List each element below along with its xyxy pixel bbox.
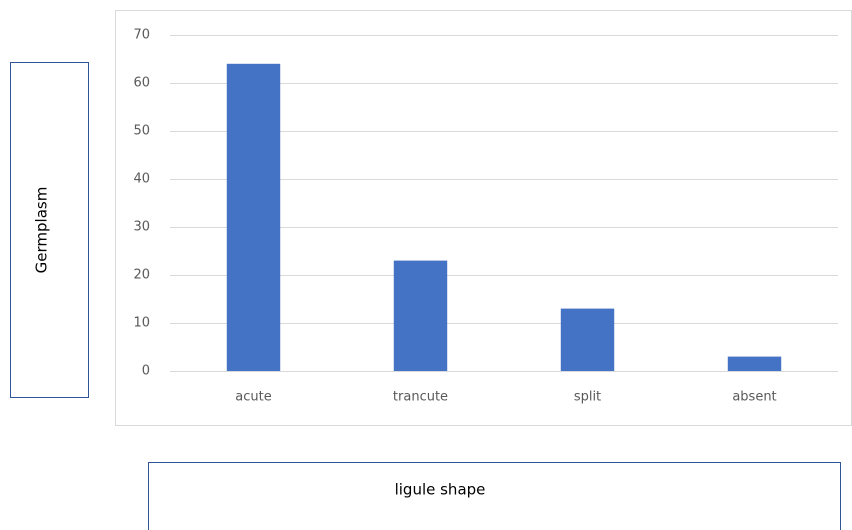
x-axis-label: ligule shape xyxy=(395,481,486,499)
y-tick-label: 10 xyxy=(133,316,150,331)
y-tick-label: 70 xyxy=(133,28,150,43)
bar xyxy=(727,356,782,371)
y-tick-label: 40 xyxy=(133,172,150,187)
y-tick-label: 60 xyxy=(133,76,150,91)
bar xyxy=(560,308,615,371)
x-tick-label: split xyxy=(574,390,601,405)
y-label-box xyxy=(10,62,89,398)
x-tick-label: acute xyxy=(235,390,271,405)
y-tick-label: 30 xyxy=(133,220,150,235)
y-tick-label: 20 xyxy=(133,268,150,283)
x-tick-label: trancute xyxy=(393,390,448,405)
bar xyxy=(226,63,281,372)
y-tick-label: 0 xyxy=(142,364,150,379)
y-tick-label: 50 xyxy=(133,124,150,139)
x-label-box xyxy=(148,462,841,530)
y-axis-label: Germplasm xyxy=(33,187,51,274)
bar xyxy=(393,260,448,371)
x-tick-label: absent xyxy=(732,390,776,405)
